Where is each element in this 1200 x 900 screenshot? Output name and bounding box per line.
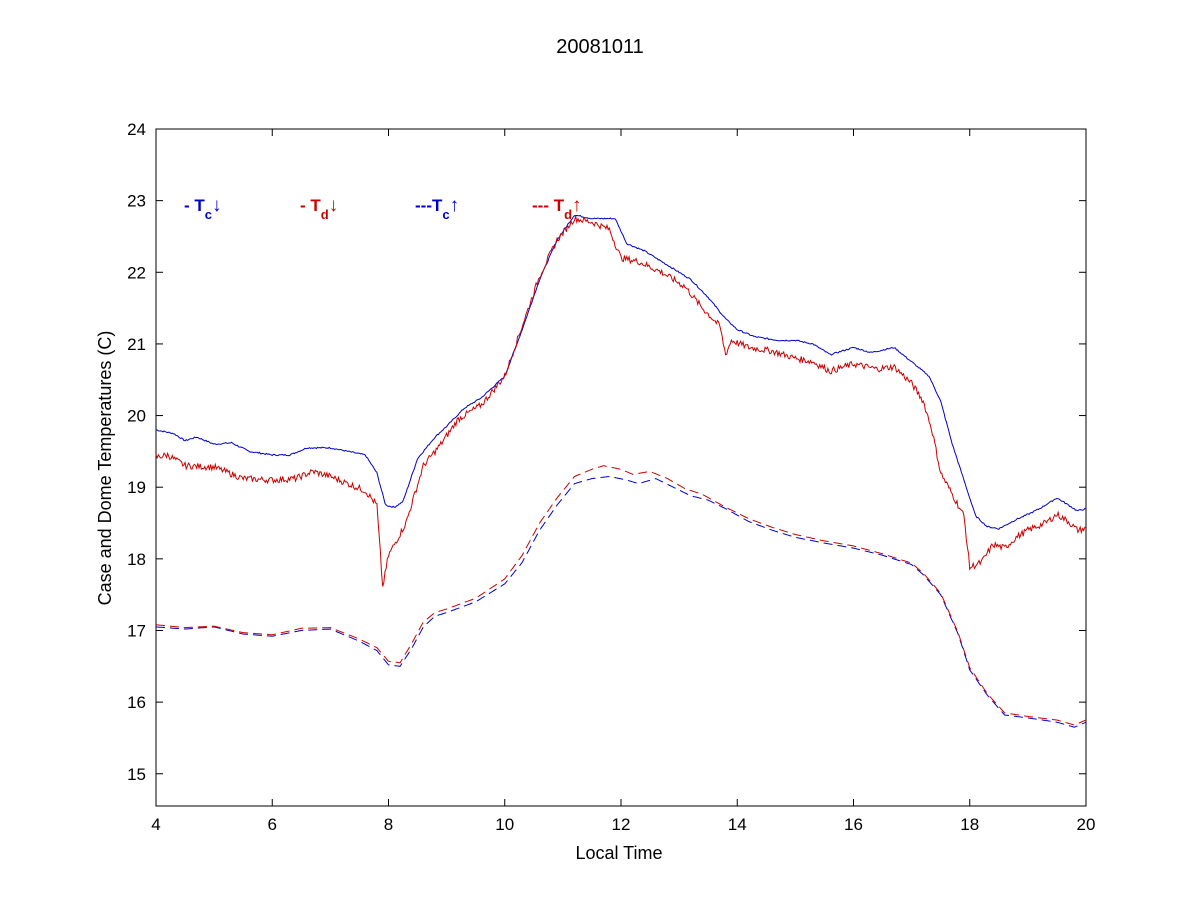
- legend-entry-text: - Td↓: [300, 195, 338, 222]
- x-tick-label: 8: [384, 815, 393, 834]
- x-tick-label: 18: [960, 815, 979, 834]
- y-tick-label: 15: [127, 765, 146, 784]
- x-tick-label: 12: [612, 815, 631, 834]
- y-tick-label: 20: [127, 407, 146, 426]
- y-tick-label: 16: [127, 693, 146, 712]
- legend: - Tc↓ - Td↓ ---Tc↑ --- Td↑: [184, 195, 582, 222]
- legend-entry-1: - Tc↓: [184, 195, 222, 222]
- y-tick-label: 22: [127, 263, 146, 282]
- legend-entry-text: - Tc↓: [184, 195, 222, 222]
- series-line-1: [155, 214, 1087, 531]
- y-tick-label: 19: [127, 478, 146, 497]
- legend-entry-2: - Td↓: [300, 195, 338, 222]
- legend-entry-text: ---Tc↑: [415, 195, 459, 222]
- y-axis-label: Case and Dome Temperatures (C): [95, 331, 115, 606]
- legend-entry-4: --- Td↑: [532, 195, 582, 222]
- y-tick-label: 21: [127, 335, 146, 354]
- x-tick-label: 6: [268, 815, 277, 834]
- x-axis-label: Local Time: [575, 843, 662, 863]
- series-line-2: [155, 215, 1086, 587]
- series-line-4: [155, 465, 1087, 726]
- legend-entry-3: ---Tc↑: [415, 195, 459, 222]
- x-tick-label: 14: [728, 815, 747, 834]
- tick-layer: 4 6 8 10 12 14 16 18 20 15 16 17 18 19 20 21 22 23 24: [127, 120, 1095, 834]
- plot-area: [155, 128, 1087, 807]
- chart-title: 20081011: [556, 36, 644, 58]
- y-tick-label: 24: [127, 120, 146, 139]
- x-tick-label: 20: [1077, 815, 1096, 834]
- series-layer: [155, 214, 1087, 728]
- x-tick-label: 4: [151, 815, 160, 834]
- x-tick-label: 16: [844, 815, 863, 834]
- x-tick-label: 10: [495, 815, 514, 834]
- legend-entry-text: --- Td↑: [532, 195, 582, 222]
- y-tick-label: 17: [127, 621, 146, 640]
- y-tick-label: 18: [127, 550, 146, 569]
- series-line-3: [155, 475, 1087, 728]
- y-tick-label: 23: [127, 192, 146, 211]
